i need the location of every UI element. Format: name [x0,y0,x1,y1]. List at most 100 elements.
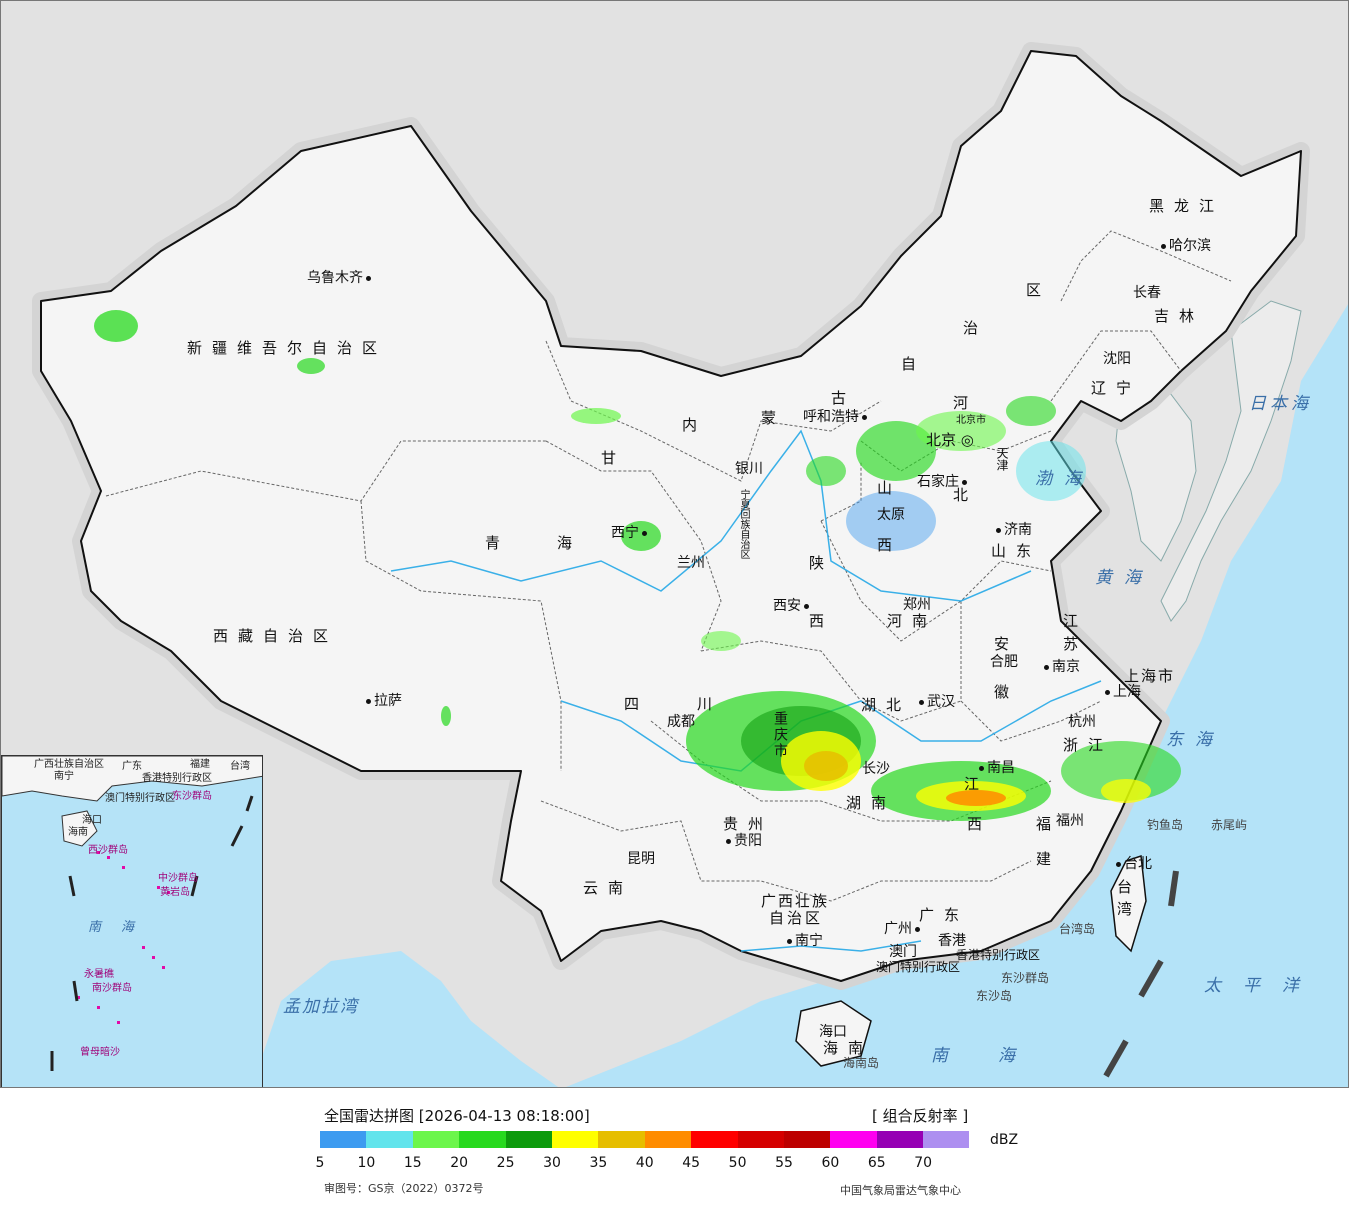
province-hainan: 海南 [823,1039,874,1057]
data-source: 中国气象局雷达气象中心 [840,1184,961,1197]
colorbar-tick: 70 [914,1155,933,1171]
city-taipei: 台北 [1113,857,1152,871]
sea-mengjialawan: 孟加拉湾 [283,997,359,1017]
province-fujian-1: 福 [1036,815,1062,833]
province-jiangxi-1: 江 [964,775,990,793]
island-chiwei: 赤尾屿 [1211,818,1248,832]
province-shanghai: 上海市 [1124,667,1176,685]
inset-macau: 澳门特别行政区 [105,793,175,804]
sea-huanghai: 黄海 [1095,568,1153,588]
province-liaoning: 辽宁 [1091,379,1142,397]
city-jinan: 济南 [993,523,1032,537]
city-xian: 西安 [773,599,812,613]
city-lhasa: 拉萨 [363,694,402,708]
city-dot [366,698,371,704]
inset-zengmu: 曾母暗沙 [80,1047,120,1058]
province-neimenggu-3: 古 [831,389,857,407]
inset-hainan: 海南 [68,827,88,838]
province-qinghai-2: 海 [557,534,583,552]
inset-sea: 南海 [88,920,155,935]
province-neimenggu-2: 蒙 [761,409,787,427]
province-qinghai-1: 青 [485,534,511,552]
colorbar-tick: 10 [357,1155,376,1171]
city-nanchang: 南昌 [976,761,1015,775]
legend-panel [0,1088,1349,1208]
colorbar-cell [366,1131,413,1148]
province-hubei: 湖北 [861,696,912,714]
province-taiwan-2: 湾 [1117,900,1143,918]
city-hongkong: 香港 [938,933,966,949]
ocean-bay [251,951,559,1087]
province-jilin: 吉林 [1154,307,1205,325]
colorbar-cell [737,1131,784,1148]
city-dot [1044,664,1049,670]
sea-nanhai: 南海 [931,1046,1065,1066]
city-dot [1116,861,1121,867]
island-taiwan: 台湾岛 [1059,922,1096,936]
map-canvas [32,42,1348,1087]
city-hangzhou: 杭州 [1068,714,1096,730]
colorbar-tick: 30 [543,1155,561,1171]
city-kunming: 昆明 [627,851,655,867]
city-beijing: 北京 ◎ [926,431,974,449]
province-heilongjiang: 黑龙江 [1149,197,1225,215]
island-dongsha-qundao: 东沙群岛 [1001,971,1050,985]
inset-yongshu: 永暑礁 [84,969,114,980]
province-gansu: 甘 [601,449,627,467]
province-shanxi-1: 山 [877,479,903,497]
colorbar-cell [923,1131,970,1148]
province-hongkong: 香港特别行政区 [956,948,1041,962]
south-china-sea-inset: 广西壮族自治区 南宁 广东 福建 台湾 香港特别行政区 澳门特别行政区 东沙群岛… [1,755,263,1087]
legend-unit: dBZ [990,1132,1019,1148]
city-taiyuan: 太原 [877,507,905,523]
colorbar-tick: 55 [775,1155,793,1171]
colorbar-cell [320,1131,367,1148]
inset-haikou: 海口 [82,815,102,826]
inset-hk: 香港特别行政区 [142,773,212,784]
city-dot [366,275,371,281]
island-dongsha-dao: 东沙岛 [976,989,1013,1003]
city-dot [1105,689,1110,695]
colorbar-tick: 15 [403,1155,422,1171]
korea-land [1115,380,1197,562]
city-lanzhou: 兰州 [677,555,705,571]
province-gansu-2: 肃 [661,471,672,472]
city-haikou: 海口 [819,1024,847,1040]
city-nanning: 南宁 [784,934,823,948]
city-shenyang: 沈阳 [1103,351,1131,367]
colorbar-tick: 35 [589,1155,608,1171]
colorbar-cell [830,1131,877,1148]
province-shanxi-2: 西 [877,536,903,554]
ocean [566,304,1348,1087]
city-guiyang: 贵阳 [723,834,762,848]
province-henan: 河南 [887,612,938,630]
colorbar-tick: 60 [821,1155,840,1171]
colorbar-cell [598,1131,645,1148]
province-hebei-2: 北 [953,486,979,504]
province-shaanxi-2: 西 [809,612,835,630]
city-changsha: 长沙 [862,761,890,777]
city-nanjing: 南京 [1041,660,1080,674]
city-dot [919,699,924,705]
sea-taipingyang: 太平洋 [1204,976,1321,996]
colorbar-tick: 25 [496,1155,515,1171]
inset-canvas [2,756,262,1071]
city-chengdu: 成都 [667,714,695,730]
province-shaanxi-1: 陕 [809,554,835,572]
city-yinchuan: 银川 [735,461,763,477]
province-jiangxi-2: 西 [967,815,993,833]
province-beijing: 北京市 [956,415,986,426]
radar-echoes [94,310,1181,821]
sea-donghai: 东海 [1166,730,1224,750]
province-guangdong: 广东 [919,906,970,924]
province-jiangsu-2: 苏 [1063,635,1089,653]
city-zhengzhou: 郑州 [903,597,931,613]
colorbar-cell [505,1131,552,1148]
colorbar-cell [412,1131,460,1148]
city-wuhan: 武汉 [916,695,955,709]
province-zhejiang: 浙江 [1063,736,1114,754]
colorbar-tick: 50 [728,1155,747,1171]
province-ningxia: 宁夏回族自治区 [738,489,749,559]
province-macau: 澳门特别行政区 [876,960,961,974]
city-hohhot: 呼和浩特 [803,410,870,424]
